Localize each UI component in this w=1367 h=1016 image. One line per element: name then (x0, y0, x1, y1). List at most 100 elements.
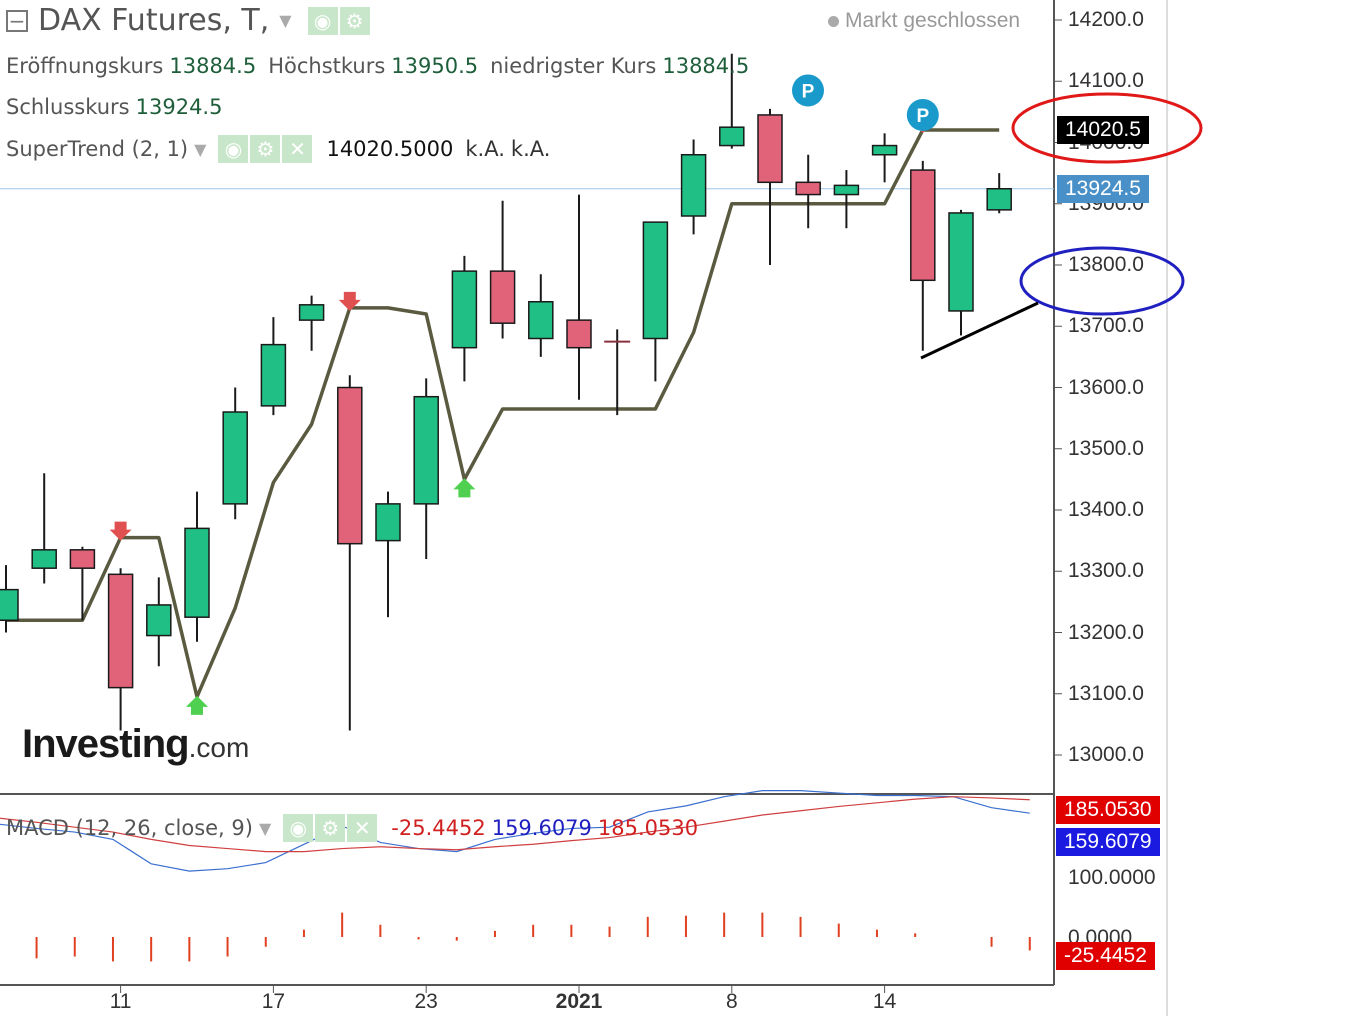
logo-main: Investing (22, 722, 190, 766)
annotations-layer (920, 92, 1203, 360)
chevron-down-icon[interactable]: ▼ (279, 11, 292, 30)
y-tick-label: 14100.0 (1068, 69, 1144, 93)
eye-icon[interactable]: ◉ (218, 135, 249, 163)
candle (0, 588, 19, 621)
high-label: Höchstkurs (268, 54, 386, 78)
y-tick-label: 13000.0 (1068, 743, 1144, 766)
gear-icon[interactable]: ⚙ (315, 814, 346, 842)
status-dot-icon (828, 16, 839, 27)
candle (337, 386, 363, 545)
pivot-marker-label: P (802, 81, 815, 102)
candle (222, 411, 248, 505)
candle (680, 154, 707, 217)
candles-layer (0, 53, 1012, 731)
indicator-value: 14020.5000 (326, 137, 454, 161)
eye-icon[interactable]: ◉ (283, 814, 314, 842)
candle (871, 144, 898, 156)
chevron-down-icon[interactable]: ▼ (194, 139, 207, 159)
high-value: 13950.5 (391, 54, 479, 78)
y-tick-label: 13700.0 (1068, 314, 1144, 338)
macd-label[interactable]: MACD (12, 26, close, 9) (6, 816, 253, 840)
trend-line-annotation (920, 301, 1039, 360)
y-tick-label: 14200.0 (1068, 8, 1144, 31)
y-tick-label: 13400.0 (1068, 498, 1144, 521)
macd-line-tag: 159.6079 (1056, 828, 1160, 856)
candle (528, 301, 554, 340)
macd-line (0, 789, 1030, 872)
pivot-marker-icon (792, 74, 824, 107)
close-row: Schlusskurs 13924.5 (6, 95, 222, 119)
x-tick-label: 17 (261, 990, 286, 1013)
candle (948, 212, 974, 312)
low-label: niedrigster Kurs (490, 54, 657, 78)
blue-ellipse-annotation (1019, 246, 1185, 316)
y-tick-label: 13300.0 (1068, 559, 1144, 583)
macd-layer (0, 789, 1031, 962)
y-tick-label: 13600.0 (1068, 375, 1144, 399)
chart-title: DAX Futures, T, (38, 3, 270, 38)
close-label: Schlusskurs (6, 95, 130, 119)
gear-icon[interactable]: ⚙ (339, 6, 370, 35)
candle (298, 304, 325, 321)
candle (184, 527, 210, 618)
market-status: Markt geschlossen (828, 9, 1020, 33)
candle (566, 319, 592, 349)
indicator-na-2: k.A. (510, 137, 551, 161)
last-price-tag: 13924.5 (1057, 175, 1149, 203)
indicator-label[interactable]: SuperTrend (2, 1) (6, 137, 189, 161)
x-tick-label: 8 (725, 990, 738, 1013)
indicator-controls: ◉ ⚙ ✕ (218, 135, 313, 163)
collapse-icon[interactable]: − (6, 9, 28, 32)
candle (795, 181, 821, 196)
candle (69, 549, 96, 569)
candle (757, 114, 783, 184)
buy-arrow-icon (453, 478, 476, 498)
supertrend-line (6, 128, 1000, 699)
close-icon[interactable]: ✕ (282, 135, 313, 163)
open-label: Eröffnungskurs (6, 54, 164, 78)
pivot-marker-label: P (916, 106, 929, 127)
y-tick-label: 13100.0 (1068, 681, 1144, 705)
indicator-na-1: k.A. (465, 137, 505, 161)
macd-controls: ◉ ⚙ ✕ (283, 814, 378, 842)
candle (31, 549, 57, 569)
chart-axes (0, 0, 1168, 1016)
x-tick-label: 14 (872, 990, 897, 1013)
indicator-row: SuperTrend (2, 1) ▼ ◉ ⚙ ✕ 14020.5000 k.A… (6, 135, 550, 163)
candle (413, 395, 439, 505)
pivot-marker-icon (906, 98, 939, 131)
candle (642, 221, 669, 340)
y-tick-label: 13500.0 (1068, 436, 1144, 460)
macd-value-signal: 185.0530 (597, 816, 699, 840)
close-icon[interactable]: ✕ (347, 814, 378, 842)
chart-controls: ◉ ⚙ (307, 6, 370, 35)
candle (260, 343, 287, 407)
candle (986, 187, 1012, 211)
candle (719, 126, 745, 147)
candle (489, 270, 516, 324)
sell-arrow-icon (109, 521, 132, 541)
candle (910, 169, 936, 282)
eye-icon[interactable]: ◉ (307, 6, 338, 35)
gear-icon[interactable]: ⚙ (250, 135, 281, 163)
candle (833, 184, 860, 196)
chevron-down-icon[interactable]: ▼ (258, 818, 272, 838)
macd-signal-tag: 185.0530 (1056, 796, 1160, 824)
market-status-text: Markt geschlossen (845, 9, 1021, 32)
logo-suffix: .com (188, 732, 250, 763)
sell-arrow-icon (338, 291, 361, 311)
markers-layer: PP (109, 74, 939, 715)
red-ellipse-annotation (1011, 92, 1203, 164)
close-value: 13924.5 (135, 95, 223, 119)
open-value: 13884.5 (169, 54, 257, 78)
macd-hist-tag: -25.4452 (1056, 942, 1155, 970)
chart-title-row: − DAX Futures, T, ▼ ◉ ⚙ (6, 3, 370, 38)
x-tick-label: 2021 (555, 990, 603, 1013)
x-tick-label: 11 (109, 990, 132, 1013)
candle (375, 503, 401, 542)
signal-line (0, 796, 1030, 853)
y-tick-label: 13200.0 (1068, 620, 1144, 644)
macd-row: MACD (12, 26, close, 9) ▼ ◉ ⚙ ✕ -25.4452… (6, 814, 698, 842)
macd-axis-label: 100.0000 (1068, 866, 1156, 889)
